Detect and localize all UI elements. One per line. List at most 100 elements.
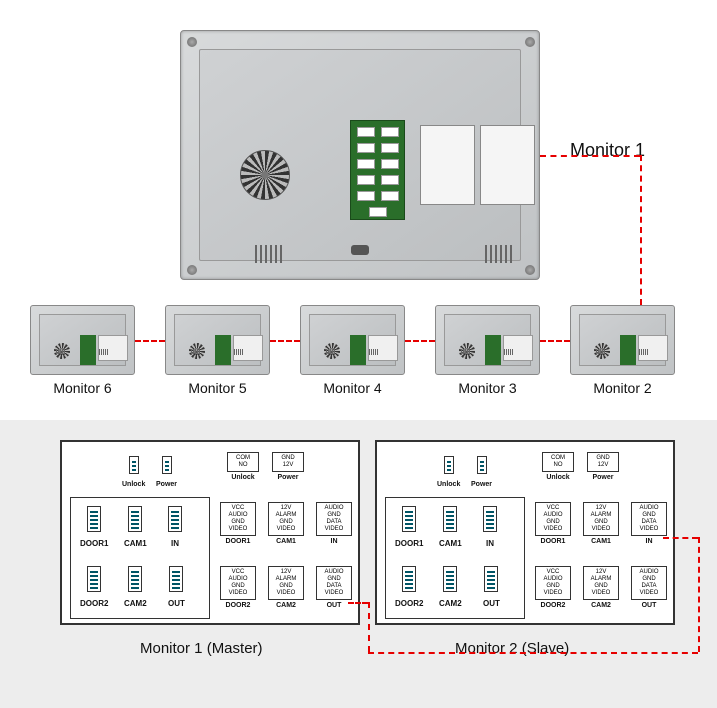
pin-box: VCCAUDIOGNDVIDEO (535, 502, 571, 536)
pin-box: 12VALARMGNDVIDEO (268, 502, 304, 536)
port-label: Power (587, 474, 619, 481)
small-monitor-inner (579, 314, 666, 366)
small-monitor-label: Monitor 4 (300, 380, 405, 396)
pcb-connector (357, 159, 375, 169)
connector-icon (444, 456, 454, 474)
legend-door2: VCCAUDIOGNDVIDEO DOOR2 (220, 566, 256, 609)
label-panel (503, 335, 533, 361)
pin-box: GND12V (587, 452, 619, 472)
pin-box: AUDIOGNDDATAVIDEO (316, 566, 352, 600)
legend-cam2: 12VALARMGNDVIDEO CAM2 (268, 566, 304, 609)
pin-box: 12VALARMGNDVIDEO (268, 566, 304, 600)
connector-icon (484, 566, 498, 592)
port-label: CAM2 (268, 602, 304, 609)
legend-door1: VCCAUDIOGNDVIDEO DOOR1 (220, 502, 256, 545)
pin-box: COMNO (227, 452, 259, 472)
connector-label-panel-1 (420, 125, 475, 205)
port-out: OUT (168, 566, 185, 608)
dashed-connector (540, 155, 640, 157)
screw-icon (525, 265, 535, 275)
small-monitor-label: Monitor 5 (165, 380, 270, 396)
pin-box: VCCAUDIOGNDVIDEO (535, 566, 571, 600)
connector-label-panel-2 (480, 125, 535, 205)
port-unlock: Unlock (437, 456, 460, 488)
port-cam1: CAM1 (439, 506, 462, 548)
legend-out: AUDIOGNDDATAVIDEO OUT (316, 566, 352, 609)
legend-cam1: 12VALARMGNDVIDEO CAM1 (583, 502, 619, 545)
legend-cam2: 12VALARMGNDVIDEO CAM2 (583, 566, 619, 609)
speaker-grille-icon (191, 349, 201, 355)
speaker-grille-icon (461, 349, 471, 355)
port-door2: DOOR2 (395, 566, 423, 608)
small-monitor-inner (39, 314, 126, 366)
pcb-board (350, 335, 366, 365)
pcb-connector (381, 175, 399, 185)
connector-icon (129, 456, 139, 474)
legend-unlock: COMNO Unlock (227, 452, 259, 481)
pin-box: VCCAUDIOGNDVIDEO (220, 502, 256, 536)
small-monitor-inner (174, 314, 261, 366)
connector-icon (402, 566, 416, 592)
pcb-board (485, 335, 501, 365)
port-door1: DOOR1 (80, 506, 108, 548)
pcb-connector (369, 207, 387, 217)
port-label: IN (168, 539, 182, 548)
connector-icon (162, 456, 172, 474)
legend-cam1: 12VALARMGNDVIDEO CAM1 (268, 502, 304, 545)
pcb-connector (381, 127, 399, 137)
port-label: DOOR1 (220, 538, 256, 545)
pin-box: AUDIOGNDDATAVIDEO (631, 566, 667, 600)
pcb-board (350, 120, 405, 220)
pcb-board (80, 335, 96, 365)
port-label: Unlock (122, 481, 145, 488)
speaker-grille-icon (56, 349, 66, 355)
port-label: OUT (316, 602, 352, 609)
port-label: IN (483, 539, 497, 548)
port-label: Power (272, 474, 304, 481)
dashed-connector (348, 602, 368, 604)
speaker-grille-icon (255, 245, 285, 263)
dashed-connector (663, 537, 698, 539)
port-unlock: Unlock (122, 456, 145, 488)
small-monitor-label: Monitor 3 (435, 380, 540, 396)
screw-icon (525, 37, 535, 47)
small-monitor-label: Monitor 2 (570, 380, 675, 396)
pcb-board (620, 335, 636, 365)
port-power: Power (471, 456, 492, 488)
dashed-connector (368, 602, 370, 652)
speaker-grille-icon (504, 349, 514, 355)
connector-icon (483, 506, 497, 532)
speaker-grille-icon (639, 349, 649, 355)
pcb-connector (357, 175, 375, 185)
dashed-connector (270, 340, 300, 342)
port-power: Power (156, 456, 177, 488)
small-monitor (165, 305, 270, 375)
port-label: Power (471, 481, 492, 488)
port-label: Power (156, 481, 177, 488)
wiring-panel: Unlock Power DOOR1 CAM1 IN DOOR2 CAM2 OU… (375, 440, 675, 625)
speaker-grille-icon (485, 245, 515, 263)
pin-box: 12VALARMGNDVIDEO (583, 566, 619, 600)
pin-box: GND12V (272, 452, 304, 472)
port-label: DOOR2 (220, 602, 256, 609)
pcb-connector (381, 191, 399, 201)
legend-in: AUDIOGNDDATAVIDEO IN (631, 502, 667, 545)
port-label: DOOR2 (395, 599, 423, 608)
dashed-connector (540, 340, 570, 342)
pcb-connector (357, 191, 375, 201)
port-label: CAM2 (124, 599, 147, 608)
port-label: DOOR2 (80, 599, 108, 608)
screw-icon (187, 265, 197, 275)
connector-icon (477, 456, 487, 474)
port-label: OUT (631, 602, 667, 609)
port-cam2: CAM2 (439, 566, 462, 608)
port-label: DOOR1 (535, 538, 571, 545)
label-panel (233, 335, 263, 361)
small-monitor (435, 305, 540, 375)
dashed-connector (640, 155, 642, 305)
speaker-grille-icon (326, 349, 336, 355)
main-monitor-label: Monitor 1 (570, 140, 645, 161)
legend-door1: VCCAUDIOGNDVIDEO DOOR1 (535, 502, 571, 545)
pcb-board (215, 335, 231, 365)
pcb-connector (381, 159, 399, 169)
